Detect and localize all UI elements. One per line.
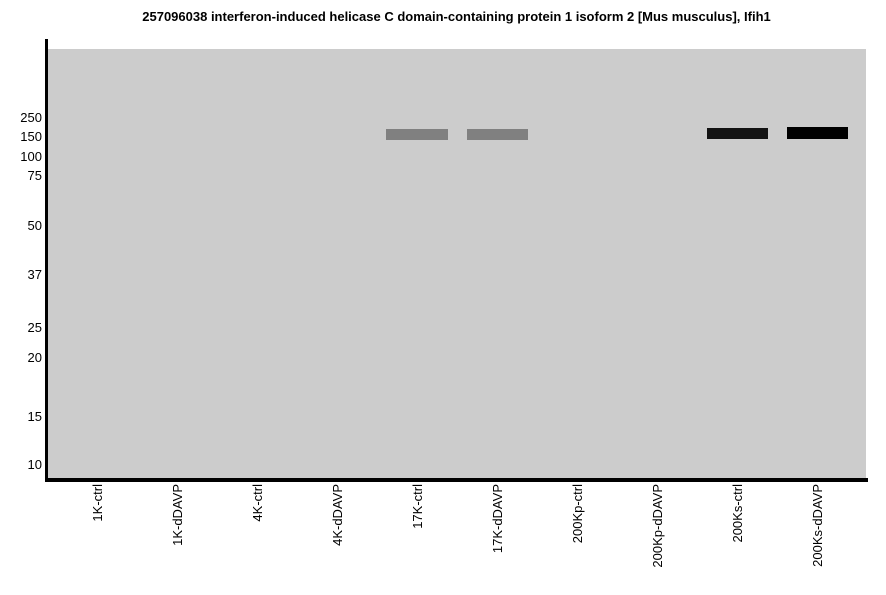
protein-band [386, 128, 448, 140]
mw-marker-label: 250 [20, 110, 42, 125]
protein-band [786, 127, 848, 139]
y-axis-line [45, 39, 48, 482]
mw-marker-label: 150 [20, 129, 42, 144]
x-axis-line [45, 478, 868, 482]
mw-marker-label: 10 [27, 457, 42, 472]
mw-marker-label: 20 [27, 350, 42, 365]
gel-plot-area [47, 49, 866, 478]
mw-marker-label: 37 [27, 267, 42, 282]
mw-marker-label: 75 [27, 168, 42, 183]
mw-marker-label: 50 [27, 218, 42, 233]
protein-band [706, 127, 768, 139]
chart-title: 257096038 interferon-induced helicase C … [142, 9, 771, 24]
protein-band [466, 128, 528, 140]
mw-marker-label: 25 [27, 320, 42, 335]
mw-marker-label: 100 [20, 149, 42, 164]
mw-marker-label: 15 [27, 409, 42, 424]
